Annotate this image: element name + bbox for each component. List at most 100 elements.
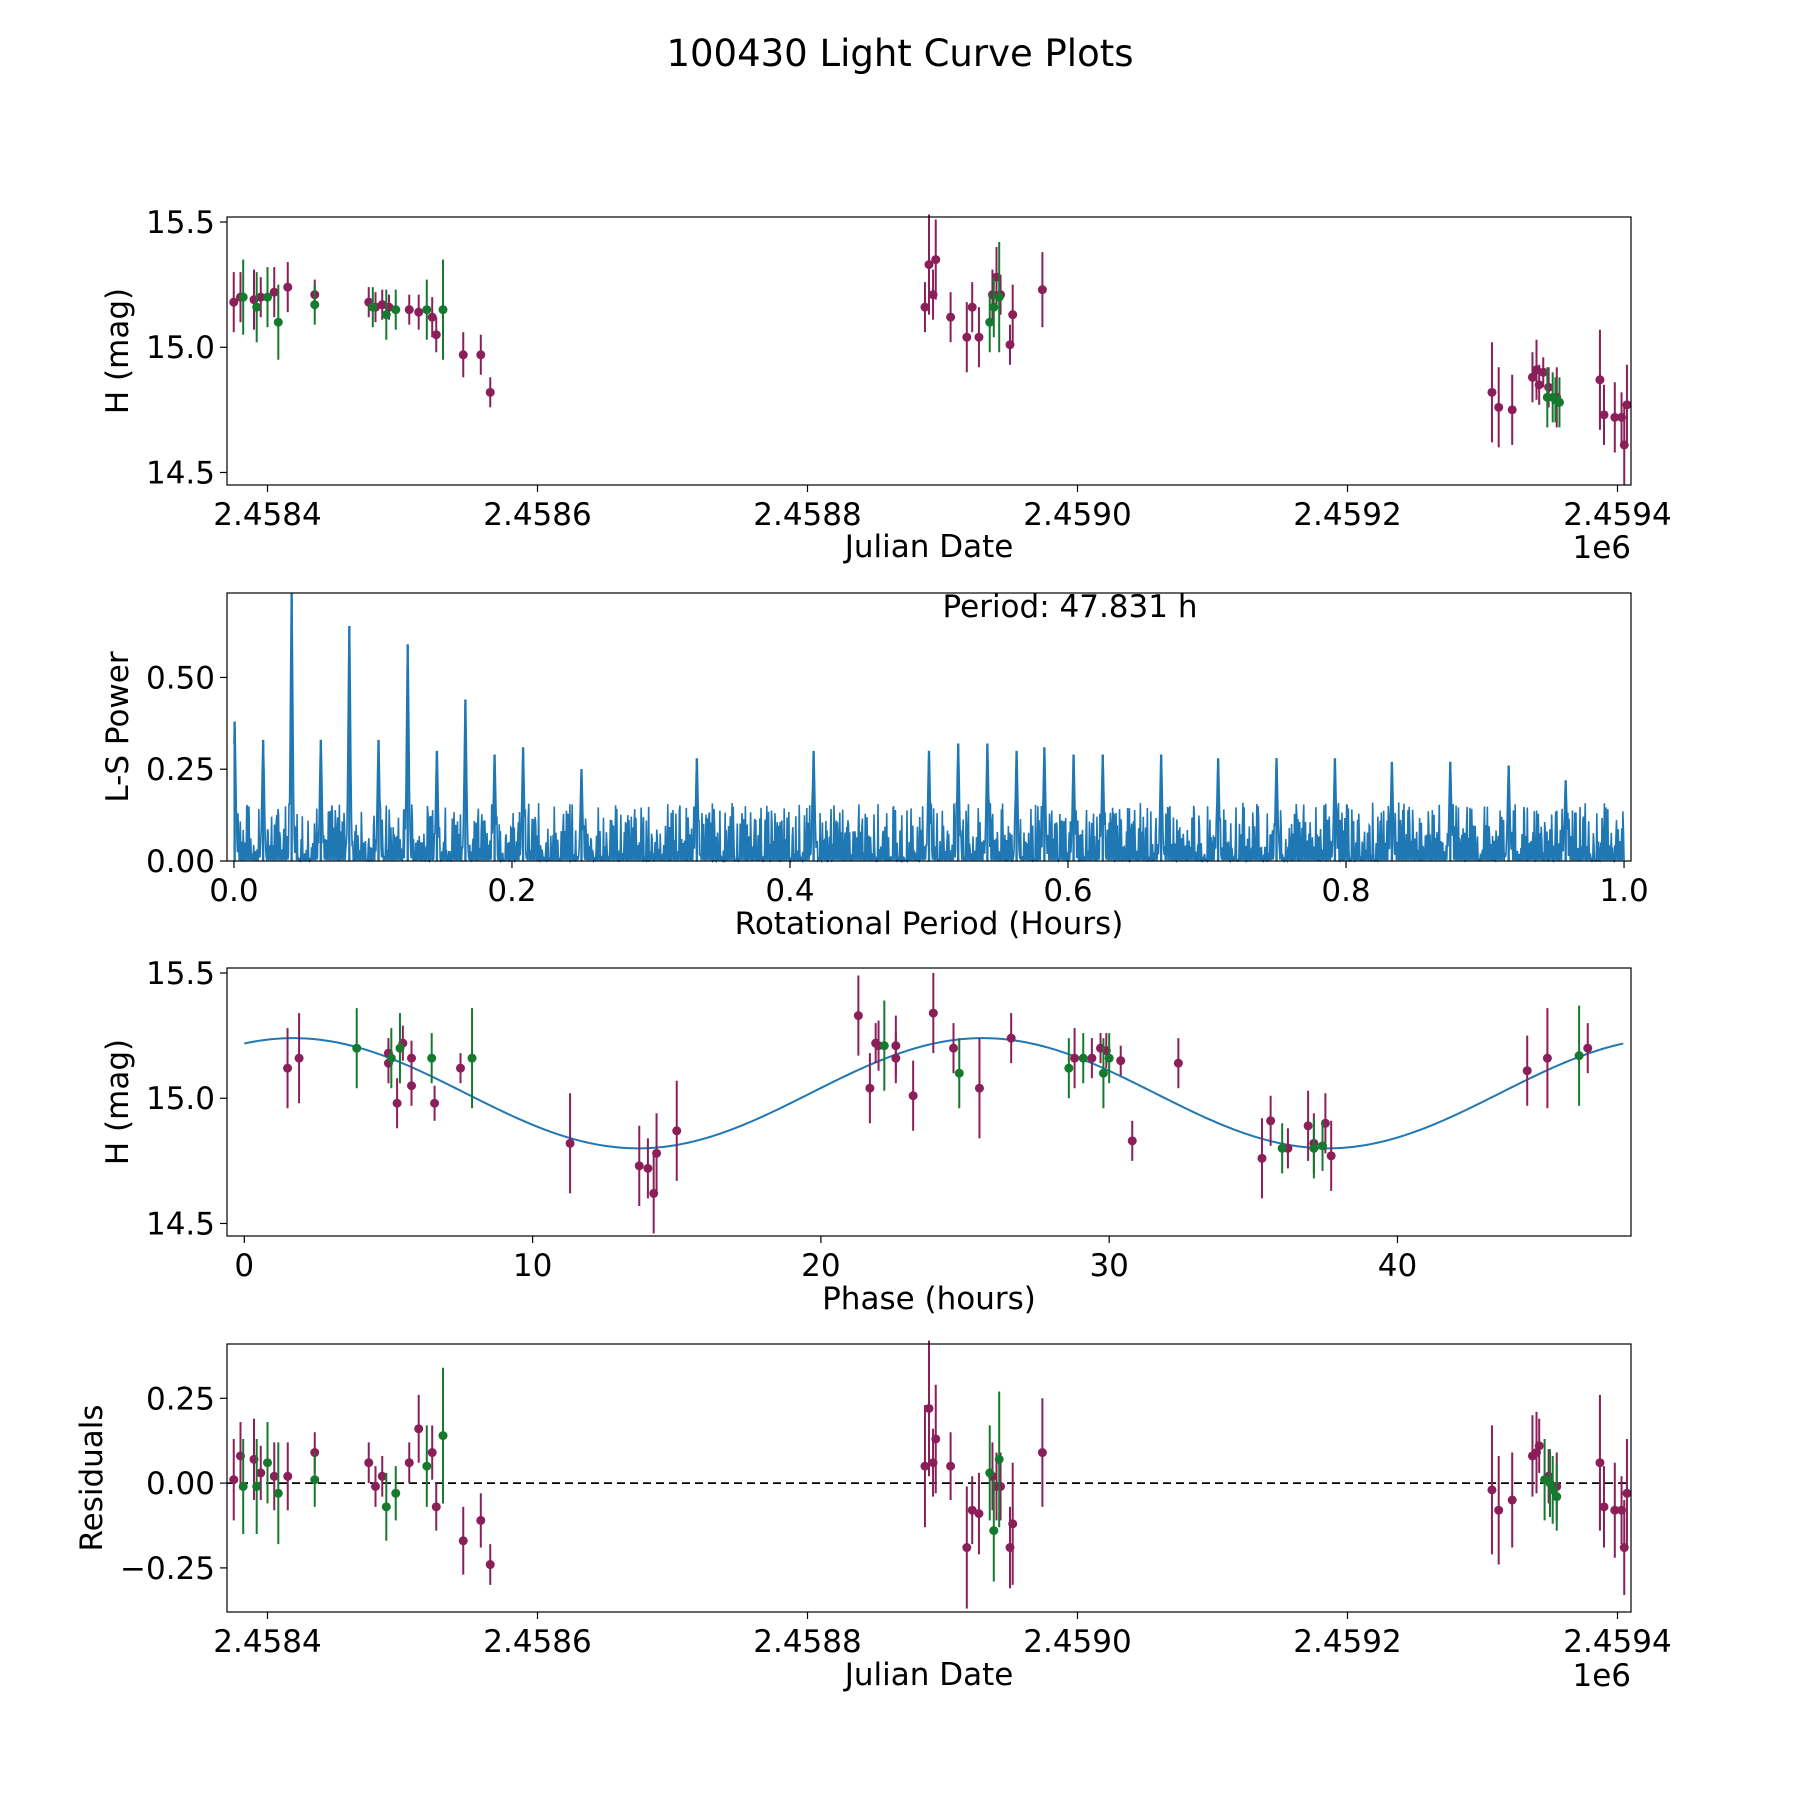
x-tick-label: 2.4588: [753, 1624, 861, 1660]
data-point-band_a: [458, 332, 468, 378]
data-point-band_a: [1008, 284, 1018, 345]
point-marker: [1534, 1441, 1544, 1451]
point-marker: [407, 1081, 417, 1091]
residuals-y-ticks: −0.25 0.00 0.25: [120, 1381, 227, 1587]
point-marker: [985, 1468, 995, 1478]
data-point-band_a: [924, 1340, 934, 1477]
data-point-band_a: [364, 1442, 374, 1484]
data-point-band_a: [407, 1040, 417, 1076]
point-marker: [1595, 375, 1605, 385]
point-marker: [256, 1468, 266, 1478]
point-marker: [1507, 405, 1517, 415]
data-point-band_b: [391, 1466, 401, 1521]
data-point-band_b: [989, 277, 999, 338]
data-point-band_a: [1008, 1462, 1018, 1585]
data-point-band_b: [391, 289, 401, 330]
data-point-band_a: [476, 334, 486, 375]
y-tick-label: 0.00: [146, 844, 215, 880]
data-point-band_b: [1554, 377, 1564, 428]
point-marker: [1309, 1143, 1319, 1153]
phasefold-ylabel: H (mag): [100, 1039, 136, 1165]
x-tick-label: 2.4584: [213, 1624, 321, 1660]
data-point-band_a: [962, 302, 972, 373]
point-marker: [928, 1008, 938, 1018]
data-point-band_b: [1574, 1005, 1584, 1106]
data-point-band_a: [1599, 384, 1609, 445]
point-marker: [427, 1448, 437, 1458]
point-marker: [229, 1475, 239, 1485]
data-point-band_a: [931, 219, 941, 300]
point-marker: [1552, 1492, 1562, 1502]
phasefold-marks: [244, 973, 1624, 1234]
data-point-band_b: [1309, 1118, 1319, 1179]
point-marker: [1078, 1053, 1088, 1063]
data-point-band_a: [1116, 1045, 1126, 1076]
point-marker: [920, 302, 930, 312]
data-point-band_a: [865, 1053, 875, 1124]
point-marker: [263, 292, 272, 302]
point-marker: [391, 1488, 401, 1498]
periodogram-panel: 0.0 0.2 0.4 0.6 0.8 1.0 0.00 0.25 0.50 Period: …: [100, 589, 1649, 942]
data-point-band_a: [371, 1466, 380, 1507]
point-marker: [1487, 387, 1497, 397]
point-marker: [238, 1481, 248, 1491]
point-marker: [1610, 1505, 1620, 1515]
data-point-band_a: [974, 1472, 984, 1555]
point-marker: [924, 1403, 934, 1413]
point-marker: [1595, 1458, 1605, 1468]
point-marker: [252, 1481, 262, 1491]
data-point-band_b: [985, 292, 995, 353]
point-marker: [273, 1488, 283, 1498]
point-marker: [1070, 1053, 1080, 1063]
point-marker: [404, 1458, 414, 1468]
data-point-band_a: [1087, 1038, 1097, 1079]
point-marker: [652, 1148, 662, 1158]
lightcurve-ylabel: H (mag): [100, 288, 136, 414]
data-point-band_a: [908, 1060, 918, 1131]
data-point-band_b: [352, 1008, 362, 1089]
point-marker: [395, 1043, 405, 1053]
data-point-band_b: [273, 284, 283, 360]
data-point-band_a: [1610, 382, 1620, 453]
data-point-band_a: [456, 1053, 466, 1084]
x-tick-label: 2.4594: [1563, 1624, 1671, 1660]
data-point-band_a: [974, 1038, 984, 1139]
y-tick-label: 0.25: [146, 1381, 215, 1417]
data-point-band_a: [430, 1085, 440, 1121]
lightcurve-frame: [226, 216, 1632, 486]
x-tick-label: 2.4584: [213, 497, 321, 533]
point-marker: [1554, 397, 1564, 407]
data-point-band_a: [1487, 1425, 1497, 1555]
point-marker: [1098, 1068, 1108, 1078]
x-tick-label: 2.4586: [483, 1624, 591, 1660]
data-point-band_b: [438, 1367, 448, 1504]
data-point-band_a: [652, 1113, 662, 1194]
data-point-band_a: [1542, 1008, 1552, 1109]
point-marker: [1542, 1053, 1552, 1063]
point-marker: [310, 300, 320, 310]
residuals-ylabel: Residuals: [74, 1404, 110, 1551]
point-marker: [931, 255, 941, 265]
point-marker: [1303, 1121, 1313, 1131]
point-marker: [294, 1053, 304, 1063]
point-marker: [229, 297, 239, 307]
lightcurve-xlabel: Julian Date: [843, 529, 1014, 565]
point-marker: [974, 1509, 984, 1519]
point-marker: [381, 310, 391, 320]
point-marker: [1008, 310, 1018, 320]
data-point-band_a: [458, 1506, 468, 1575]
data-point-band_b: [1098, 1038, 1108, 1109]
lightcurve-y-ticks: 14.5 15.0 15.5: [146, 205, 227, 491]
point-marker: [371, 1481, 380, 1491]
data-point-band_a: [634, 1125, 644, 1206]
data-point-band_b: [1318, 1120, 1328, 1171]
point-marker: [269, 287, 279, 297]
point-marker: [273, 317, 283, 327]
data-point-band_b: [238, 259, 248, 335]
point-marker: [1277, 1143, 1287, 1153]
data-point-band_a: [1127, 1120, 1137, 1161]
data-point-band_a: [949, 1023, 959, 1074]
data-point-band_a: [229, 272, 239, 333]
data-point-band_b: [994, 242, 1004, 353]
